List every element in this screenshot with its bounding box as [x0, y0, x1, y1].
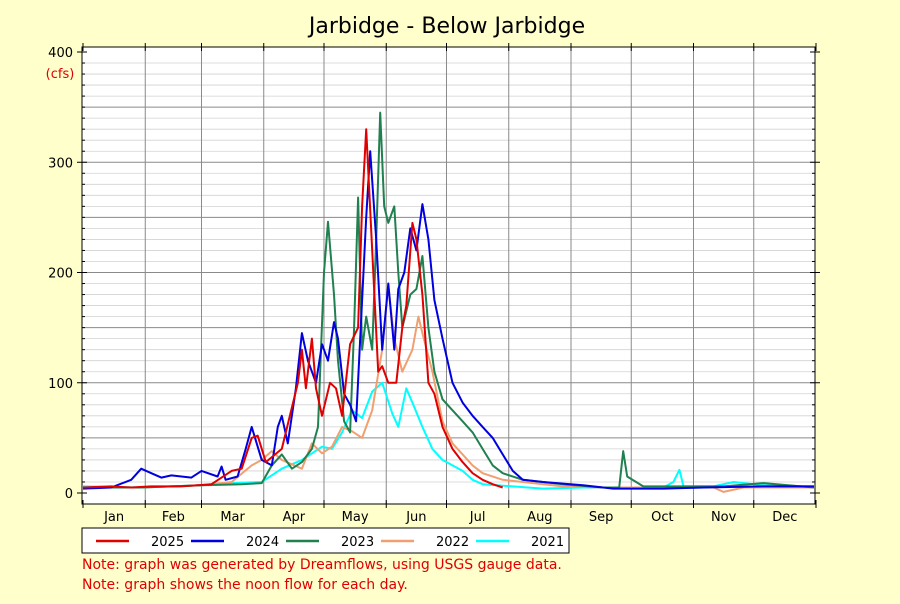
- y-tick-label: 200: [48, 267, 73, 282]
- x-tick-label: Sep: [589, 510, 614, 525]
- series-line-2025: [82, 128, 504, 489]
- x-tick-label: Dec: [772, 510, 797, 525]
- chart-title: Jarbidge - Below Jarbidge: [307, 14, 585, 39]
- legend-label-2021: 2021: [531, 535, 564, 550]
- x-tick-label: Nov: [711, 510, 737, 525]
- legend-label-2025: 2025: [151, 535, 184, 550]
- x-tick-label: Aug: [527, 510, 552, 525]
- axes-layer: 0 100 200 300 400 Jan Feb Mar Apr May Jun Jul Aug Sep…: [48, 43, 820, 525]
- x-tick-label: Feb: [162, 510, 185, 525]
- x-tick-label: Mar: [220, 510, 245, 525]
- legend-label-2022: 2022: [436, 535, 469, 550]
- y-tick-label: 400: [48, 46, 73, 61]
- plot-frame: [81, 46, 816, 505]
- series-line-2021: [82, 381, 815, 490]
- note-noon-flow: Note: graph shows the noon flow for each…: [82, 577, 408, 593]
- series-layer: [82, 111, 815, 493]
- x-tick-label: Apr: [283, 510, 306, 525]
- series-line-2024: [82, 150, 814, 490]
- y-tick-label: 100: [48, 377, 73, 392]
- x-tick-label: Jun: [405, 510, 426, 525]
- legend: 2025 2024 2023 2022 2021: [81, 527, 570, 554]
- x-tick-label: Oct: [651, 510, 673, 525]
- note-source: Note: graph was generated by Dreamflows,…: [82, 557, 562, 573]
- grid-layer: [82, 47, 815, 504]
- legend-label-2024: 2024: [246, 535, 279, 550]
- x-tick-label: Jan: [103, 510, 124, 525]
- plot-area: [82, 47, 815, 504]
- x-tick-label: Jul: [469, 510, 486, 525]
- y-axis-unit: (cfs): [46, 67, 75, 82]
- y-tick-label: 0: [65, 487, 73, 502]
- x-tick-label: May: [342, 510, 369, 525]
- y-tick-label: 300: [48, 156, 73, 171]
- legend-label-2023: 2023: [341, 535, 374, 550]
